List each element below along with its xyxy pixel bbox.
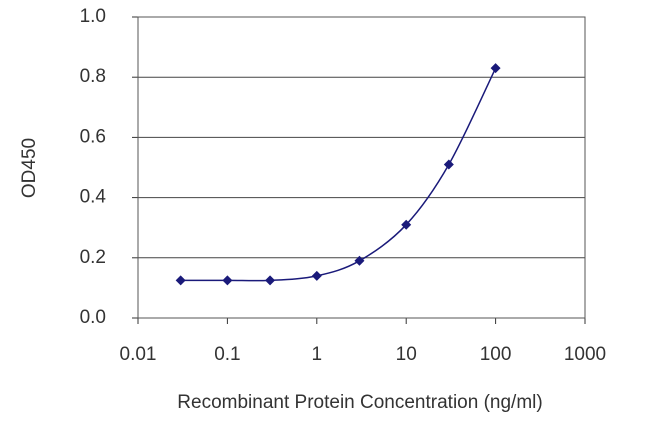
- y-tick-label: 0.2: [80, 247, 106, 268]
- data-point: [401, 219, 412, 230]
- y-tick-label: 0.4: [80, 187, 107, 208]
- x-tick-label: 0.01: [120, 344, 157, 365]
- data-point: [490, 63, 501, 74]
- y-tick-label: 0.6: [80, 126, 106, 147]
- y-tick-label: 0.0: [80, 307, 106, 328]
- x-tick-label: 0.1: [214, 344, 240, 365]
- x-tick-label: 100: [480, 344, 512, 365]
- y-tick-label: 0.8: [80, 66, 106, 87]
- x-tick-label: 1: [312, 344, 323, 365]
- x-tick-label: 10: [396, 344, 417, 365]
- data-line: [180, 67, 497, 282]
- x-axis-title: Recombinant Protein Concentration (ng/ml…: [177, 392, 542, 413]
- data-point: [354, 255, 365, 266]
- data-point: [265, 275, 276, 286]
- plot-frame: [137, 16, 586, 319]
- data-point: [443, 159, 454, 170]
- y-axis-title: OD450: [19, 138, 40, 198]
- data-point: [175, 275, 186, 286]
- x-tick-label: 1000: [564, 344, 606, 365]
- data-point: [222, 275, 233, 286]
- y-tick-label: 1.0: [80, 6, 106, 27]
- data-point: [311, 270, 322, 281]
